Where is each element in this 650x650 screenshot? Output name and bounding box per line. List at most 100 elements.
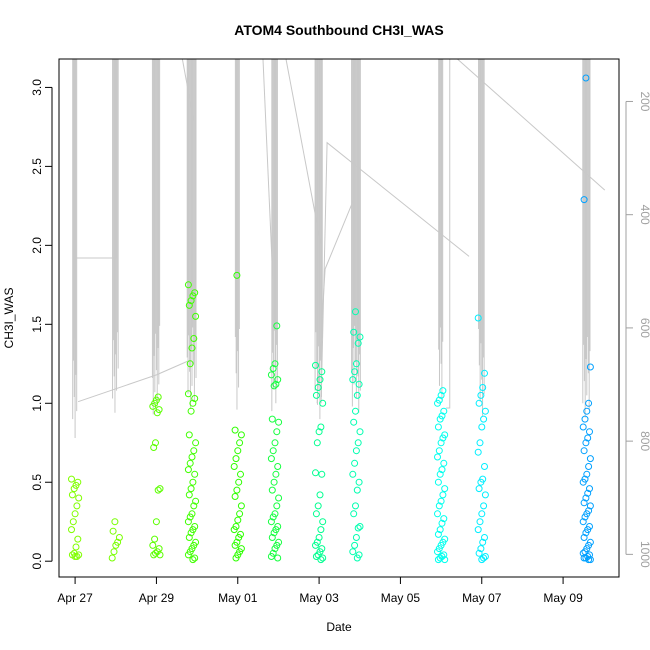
y-tick-label: 1.0 — [30, 395, 44, 412]
data-point — [192, 312, 200, 320]
data-point — [481, 534, 488, 541]
data-point — [437, 497, 445, 505]
data-point — [70, 485, 78, 493]
x-tick-label: May 01 — [218, 591, 258, 605]
data-point — [112, 541, 120, 549]
data-point — [71, 553, 79, 560]
x-tick-label: May 09 — [543, 591, 583, 605]
y-axis-label: CH3I_WAS — [2, 288, 16, 349]
data-point — [434, 548, 441, 556]
data-point — [475, 549, 483, 557]
profile-line — [262, 59, 274, 285]
data-point — [156, 551, 164, 559]
data-point — [110, 548, 118, 556]
data-point — [477, 391, 485, 399]
data-point — [581, 513, 589, 521]
data-point — [440, 515, 448, 523]
data-point — [579, 423, 587, 431]
data-point — [478, 423, 486, 431]
data-point — [353, 391, 361, 399]
data-point — [585, 399, 593, 407]
data-point — [355, 380, 363, 388]
data-point — [273, 322, 281, 330]
data-point — [434, 478, 442, 486]
data-point — [436, 526, 444, 534]
data-point — [190, 447, 198, 455]
data-point — [314, 384, 322, 391]
data-point — [479, 538, 487, 546]
data-point — [580, 534, 588, 541]
data-point — [434, 399, 441, 407]
data-point — [75, 494, 83, 502]
right-tick-label: 400 — [638, 205, 650, 225]
x-tick-label: May 03 — [299, 591, 339, 605]
data-point — [349, 470, 357, 478]
data-point — [272, 380, 280, 388]
data-point — [111, 518, 119, 526]
data-point — [189, 292, 197, 300]
data-point — [268, 534, 276, 541]
data-point — [190, 502, 198, 510]
data-point — [316, 376, 324, 384]
data-point — [316, 491, 324, 499]
data-point — [237, 502, 245, 510]
data-point — [274, 463, 282, 470]
data-point — [187, 297, 195, 305]
data-point — [267, 553, 275, 560]
data-point — [435, 447, 443, 455]
data-point — [583, 407, 591, 415]
data-point — [231, 541, 239, 549]
data-point — [353, 554, 361, 562]
data-point — [274, 554, 282, 562]
data-point — [582, 494, 590, 502]
data-point — [349, 376, 357, 384]
profile-line — [456, 59, 606, 191]
data-point — [154, 486, 162, 494]
data-point — [187, 407, 195, 415]
data-point — [188, 344, 196, 352]
data-point — [350, 328, 358, 336]
data-point — [317, 423, 325, 431]
data-point — [436, 415, 444, 423]
data-point — [236, 510, 244, 518]
data-point — [269, 513, 277, 521]
data-point — [153, 409, 161, 417]
data-point — [581, 415, 589, 423]
data-point — [352, 407, 359, 415]
data-point — [435, 502, 443, 510]
data-point — [184, 466, 192, 474]
data-point — [437, 391, 445, 399]
data-point — [115, 534, 123, 541]
data-point — [269, 365, 277, 372]
data-point — [231, 493, 239, 500]
data-point — [583, 470, 591, 478]
data-point — [275, 494, 283, 502]
data-point — [355, 478, 363, 486]
data-point — [189, 478, 197, 486]
data-point — [230, 463, 238, 470]
data-point — [352, 360, 360, 368]
data-point — [233, 271, 241, 279]
data-point — [480, 554, 488, 562]
data-point — [186, 459, 194, 467]
data-point — [73, 502, 81, 510]
data-point — [319, 518, 327, 526]
data-point — [72, 543, 80, 551]
profile-line — [285, 59, 322, 246]
data-point — [187, 485, 195, 493]
data-point — [480, 502, 488, 510]
data-point — [68, 491, 76, 499]
data-point — [235, 534, 243, 541]
data-point — [319, 399, 327, 407]
data-point — [186, 513, 194, 521]
data-point — [232, 554, 240, 562]
data-point — [151, 535, 159, 543]
data-point — [233, 486, 241, 494]
data-point — [189, 399, 197, 407]
data-point — [270, 382, 278, 390]
data-point — [356, 428, 364, 436]
data-point — [481, 369, 488, 377]
data-point — [478, 556, 486, 564]
y-tick-label: 3.0 — [30, 79, 44, 96]
